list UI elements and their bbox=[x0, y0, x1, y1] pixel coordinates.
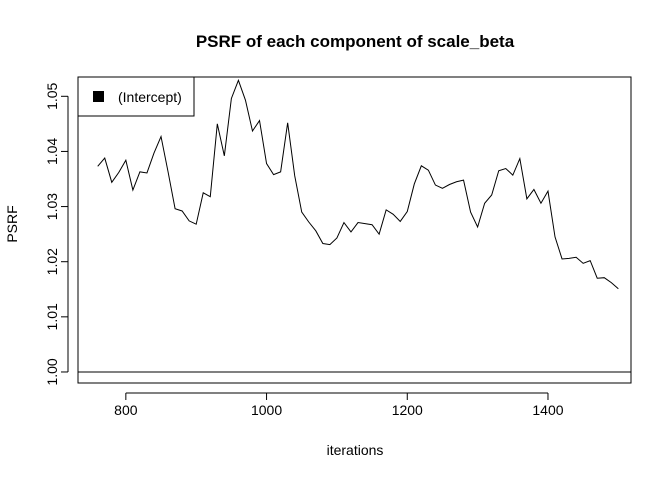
x-axis-label: iterations bbox=[327, 442, 384, 458]
legend-swatch bbox=[93, 91, 104, 102]
y-tick-label: 1.02 bbox=[44, 248, 60, 275]
y-axis-label: PSRF bbox=[4, 205, 20, 242]
series-line-intercept bbox=[97, 78, 619, 290]
legend-label-intercept: (Intercept) bbox=[118, 89, 182, 105]
y-axis: 1.00 1.01 1.02 1.03 1.04 1.05 bbox=[44, 82, 69, 386]
y-tick-label: 1.03 bbox=[44, 193, 60, 220]
legend: (Intercept) bbox=[77, 76, 195, 117]
y-tick-label: 1.01 bbox=[44, 303, 60, 330]
x-tick-label: 1400 bbox=[532, 402, 563, 418]
y-tick-label: 1.00 bbox=[44, 358, 60, 385]
y-tick-label: 1.05 bbox=[44, 82, 60, 109]
plot-frame bbox=[77, 76, 632, 384]
chart-title: PSRF of each component of scale_beta bbox=[196, 32, 515, 51]
x-axis: 800 1000 1200 1400 bbox=[114, 392, 564, 418]
y-tick-label: 1.04 bbox=[44, 138, 60, 165]
x-tick-label: 800 bbox=[114, 402, 138, 418]
x-tick-label: 1200 bbox=[392, 402, 423, 418]
x-tick-label: 1000 bbox=[251, 402, 282, 418]
